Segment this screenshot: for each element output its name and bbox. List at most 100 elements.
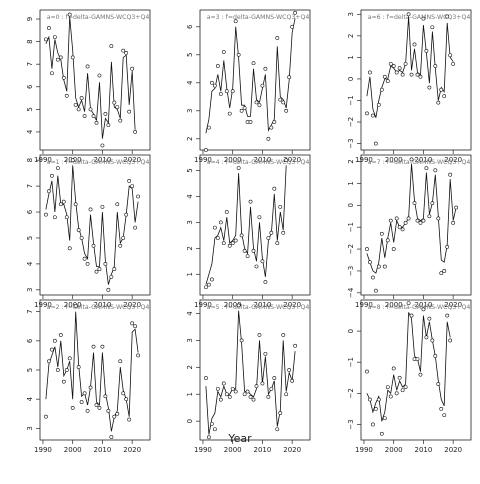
y-tick-label: −1 bbox=[347, 357, 355, 367]
y-tick-label: 3 bbox=[26, 288, 34, 292]
data-point bbox=[115, 105, 120, 109]
data-point bbox=[445, 14, 450, 19]
y-tick-label: 2 bbox=[186, 365, 194, 369]
y-tick-label: 3 bbox=[186, 220, 194, 224]
data-point bbox=[64, 368, 69, 372]
series-line bbox=[366, 163, 457, 274]
data-point bbox=[204, 376, 208, 380]
data-point bbox=[421, 307, 426, 312]
data-point bbox=[448, 338, 453, 343]
data-point bbox=[224, 89, 229, 94]
x-tick-label: 2010 bbox=[415, 446, 433, 454]
data-point bbox=[281, 100, 286, 105]
data-point bbox=[400, 72, 405, 77]
data-point bbox=[430, 25, 435, 30]
data-point bbox=[287, 75, 292, 80]
data-point bbox=[82, 391, 87, 396]
data-point bbox=[61, 199, 66, 204]
y-tick-label: −1 bbox=[347, 222, 355, 232]
y-tick-label: 6 bbox=[186, 24, 194, 29]
data-point bbox=[251, 397, 256, 402]
y-tick-label: 7 bbox=[26, 184, 34, 188]
data-point bbox=[370, 113, 375, 118]
x-tick-label: 1990 bbox=[34, 301, 52, 309]
data-point bbox=[275, 427, 280, 432]
data-point bbox=[82, 256, 87, 261]
data-point bbox=[230, 386, 235, 391]
data-point bbox=[130, 321, 135, 326]
data-point bbox=[382, 74, 387, 79]
data-point bbox=[55, 368, 60, 372]
data-point bbox=[278, 97, 283, 102]
data-point bbox=[118, 359, 123, 364]
data-point bbox=[403, 385, 408, 390]
data-point bbox=[136, 194, 141, 199]
data-point bbox=[233, 19, 238, 24]
data-point bbox=[436, 100, 441, 105]
series-line bbox=[205, 165, 287, 285]
y-tick-label: 5 bbox=[186, 53, 194, 57]
y-tick-label: 8 bbox=[26, 158, 34, 162]
data-point bbox=[248, 120, 253, 124]
y-tick-label: 4 bbox=[26, 396, 34, 401]
x-tick-label: 2000 bbox=[385, 446, 403, 454]
data-point bbox=[94, 269, 99, 274]
data-point bbox=[391, 64, 396, 68]
x-tick-label: 2020 bbox=[283, 156, 301, 164]
data-point bbox=[97, 73, 102, 78]
panel-frame bbox=[360, 299, 472, 441]
data-point bbox=[212, 427, 217, 432]
data-point bbox=[58, 202, 63, 207]
data-point bbox=[269, 230, 274, 235]
data-point bbox=[281, 333, 286, 337]
x-tick-label: 1990 bbox=[34, 156, 52, 164]
data-point bbox=[218, 397, 223, 402]
data-point bbox=[245, 389, 250, 394]
data-point bbox=[215, 236, 220, 240]
x-tick-label: 2010 bbox=[94, 301, 112, 309]
data-point bbox=[391, 366, 396, 371]
data-point bbox=[242, 106, 247, 110]
data-point bbox=[454, 205, 459, 210]
data-point bbox=[67, 356, 72, 361]
y-tick-label: 2 bbox=[347, 34, 355, 38]
data-point bbox=[103, 394, 108, 399]
x-tick-label: 2000 bbox=[64, 301, 82, 309]
data-point bbox=[394, 391, 399, 396]
data-point bbox=[44, 212, 48, 217]
data-point bbox=[47, 189, 51, 194]
data-point bbox=[227, 243, 232, 248]
panel-frame bbox=[39, 9, 151, 151]
data-point bbox=[257, 215, 262, 220]
data-point bbox=[272, 376, 277, 380]
data-point bbox=[373, 406, 378, 411]
y-tick-label: −3 bbox=[347, 266, 355, 276]
data-point bbox=[424, 166, 429, 171]
panel-title: a=2 : f=delta-GAMNS-WCQ3+Q4 bbox=[47, 304, 150, 311]
data-point bbox=[221, 381, 226, 386]
data-point bbox=[376, 264, 381, 269]
data-point bbox=[385, 79, 390, 83]
data-point bbox=[61, 75, 66, 80]
x-tick-label: 1990 bbox=[34, 446, 52, 454]
data-point bbox=[373, 141, 378, 146]
panel-title: a=6 : f=delta-GAMNS-WCQ3+Q4 bbox=[368, 14, 471, 21]
y-tick-label: −2 bbox=[347, 388, 355, 398]
data-point bbox=[427, 85, 432, 90]
data-point bbox=[254, 264, 259, 269]
data-point bbox=[451, 220, 456, 225]
data-point bbox=[397, 375, 402, 380]
y-tick-label: 5 bbox=[26, 236, 34, 240]
data-point bbox=[385, 385, 390, 390]
y-tick-label: −3 bbox=[347, 138, 355, 148]
data-point bbox=[275, 36, 280, 40]
data-point bbox=[73, 303, 78, 308]
data-point bbox=[290, 378, 295, 383]
data-point bbox=[394, 216, 399, 221]
data-point bbox=[106, 287, 111, 292]
series-line bbox=[45, 165, 139, 285]
data-point bbox=[52, 35, 57, 39]
y-tick-label: 0 bbox=[186, 419, 194, 423]
